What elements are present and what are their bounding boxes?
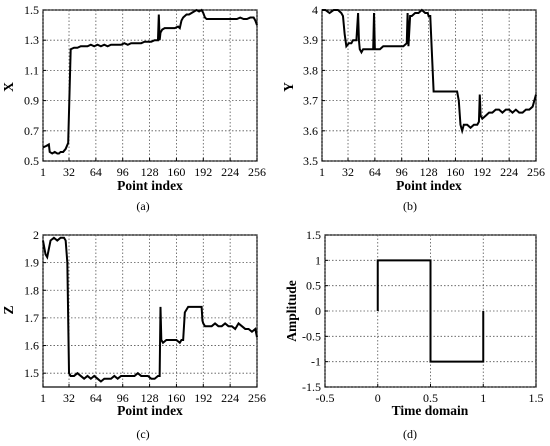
panel-b-y-tick-label: 4 [312, 3, 318, 17]
panel-a-x-tick-label: 1 [40, 165, 46, 179]
panel-b-y-tick-label: 3.7 [303, 94, 318, 108]
panel-c-series-line [42, 236, 258, 383]
panel-a-grid [42, 9, 258, 162]
panel-c-x-tick-label: 160 [167, 391, 185, 405]
panel-b-y-ticks: 3.5 3.6 3.7 3.8 3.9 4 [303, 3, 325, 168]
panel-b-x-tick-label: 160 [446, 165, 464, 179]
panel-c-y-tick-label: 1.7 [24, 311, 39, 325]
panel-a-x-tick-label: 64 [90, 165, 102, 179]
panel-d-label: (d) [403, 427, 417, 441]
panel-a-y-tick-label: 0.5 [24, 154, 39, 168]
panel-a-x-tick-label: 128 [141, 165, 159, 179]
panel-d-y-tick-label: 1.5 [306, 228, 321, 242]
panel-c-label: (c) [136, 427, 149, 441]
panel-d-y-tick-label: 0 [315, 304, 321, 318]
panel-a-y-tick-label: 1.3 [24, 33, 39, 47]
panel-b-ylabel: Y [281, 82, 296, 92]
panel-d-x-tick-label: 1.5 [529, 391, 544, 405]
panel-b-xlabel: Point index [396, 178, 462, 193]
panel-a-xlabel: Point index [117, 178, 183, 193]
panel-d-x-ticks: -0.5 0 0.5 1 1.5 [316, 384, 544, 405]
panel-c-y-tick-label: 1.6 [24, 339, 39, 353]
panel-d-xlabel: Time domain [392, 403, 469, 418]
panel-d-series-line [376, 259, 485, 363]
panel-b-label: (b) [403, 199, 417, 213]
panel-c-x-tick-label: 224 [221, 391, 239, 405]
panel-c-y-tick-label: 1.9 [24, 256, 39, 270]
panel-a-y-ticks: 0.5 0.7 0.9 1.1 1.3 1.5 [24, 3, 46, 168]
panel-b-x-tick-label: 1 [319, 165, 325, 179]
panel-b-series-line [322, 8, 537, 135]
panel-a-y-tick-label: 1.1 [24, 63, 39, 77]
panel-a-series-line [42, 8, 258, 155]
panel-c-x-tick-label: 96 [117, 391, 129, 405]
panel-c-x-tick-label: 64 [90, 391, 102, 405]
panel-c-x-tick-label: 32 [63, 391, 75, 405]
panel-a-x-tick-label: 160 [167, 165, 185, 179]
panel-a: 1 32 64 96 128 160 192 224 256 0.5 0.7 0.9 1.1 1.3 1.… [1, 3, 266, 213]
panel-c-x-tick-label: 256 [248, 391, 266, 405]
panel-c: 1 32 64 96 128 160 192 224 256 1.51.61.71.81.92 … [1, 228, 266, 441]
panel-c-x-tick-label: 128 [141, 391, 159, 405]
panel-d-y-tick-label: -1 [311, 355, 321, 369]
panel-c-x-tick-label: 192 [194, 391, 212, 405]
panel-b-y-tick-label: 3.6 [303, 124, 318, 138]
panel-b-x-tick-label: 128 [420, 165, 438, 179]
panel-d-x-tick-label: 0.5 [423, 391, 438, 405]
panel-a-y-tick-label: 0.7 [24, 124, 39, 138]
panel-b-x-tick-label: 256 [527, 165, 545, 179]
panel-a-x-ticks: 1 32 64 96 128 160 192 224 256 [40, 158, 266, 179]
panel-d-y-ticks: -1.5 -1 -0.5 0 0.5 1 1.5 [302, 228, 328, 394]
panel-d-ylabel: Amplitude [284, 280, 299, 342]
panel-a-plot-area [42, 9, 258, 162]
panel-d-x-tick-label: -0.5 [316, 391, 335, 405]
panel-b-x-tick-label: 64 [369, 165, 381, 179]
panel-a-x-tick-label: 224 [221, 165, 239, 179]
panel-a-x-tick-label: 96 [117, 165, 129, 179]
panel-c-plot-area [42, 234, 258, 388]
panel-c-y-tick-label: 1.8 [24, 283, 39, 297]
panel-b-x-ticks: 1 32 64 96 128 160 192 224 256 [319, 158, 545, 179]
panel-d-y-tick-label: 1 [315, 253, 321, 267]
panel-c-y-tick-label: 1.5 [24, 366, 39, 380]
panel-d: -0.5 0 0.5 1 1.5 -1.5 -1 -0.5 0 0.5 1 1.5 Time dom… [284, 228, 544, 441]
panel-b-grid [321, 9, 537, 162]
panel-c-y-tick-label: 2 [33, 228, 39, 242]
panel-c-grid [42, 234, 258, 387]
panel-b-y-tick-label: 3.5 [303, 154, 318, 168]
panel-b-x-tick-label: 224 [500, 165, 518, 179]
panel-a-y-tick-label: 0.9 [24, 94, 39, 108]
panel-d-x-tick-label: 1 [480, 391, 486, 405]
panel-b-x-tick-label: 32 [342, 165, 354, 179]
panel-b-x-tick-label: 192 [473, 165, 491, 179]
panel-a-label: (a) [136, 199, 149, 213]
panel-b-y-tick-label: 3.9 [303, 33, 318, 47]
panel-c-y-ticks: 1.5 1.6 1.7 1.8 1.9 2 [24, 228, 46, 380]
panel-a-x-tick-label: 32 [63, 165, 75, 179]
panel-d-x-tick-label: 0 [375, 391, 381, 405]
panel-d-y-tick-label: 0.5 [306, 279, 321, 293]
panel-b: 1 32 64 96 128 160 192 224 256 3.53.63.73.83.94 … [281, 3, 545, 213]
panel-a-ylabel: X [1, 82, 16, 92]
panel-c-xlabel: Point index [117, 403, 183, 418]
panel-a-y-tick-label: 1.5 [24, 3, 39, 17]
panel-c-x-ticks: 1 32 64 96 128 160 192 224 256 [40, 384, 266, 405]
panel-d-y-tick-label: -0.5 [302, 329, 321, 343]
panel-d-y-tick-label: -1.5 [302, 380, 321, 394]
panel-b-x-tick-label: 96 [396, 165, 408, 179]
panel-a-x-tick-label: 256 [248, 165, 266, 179]
panel-b-plot-area [321, 9, 537, 162]
panel-b-y-tick-label: 3.8 [303, 63, 318, 77]
panel-a-x-tick-label: 192 [194, 165, 212, 179]
panel-c-x-tick-label: 1 [40, 391, 46, 405]
panel-c-ylabel: Z [1, 305, 16, 314]
